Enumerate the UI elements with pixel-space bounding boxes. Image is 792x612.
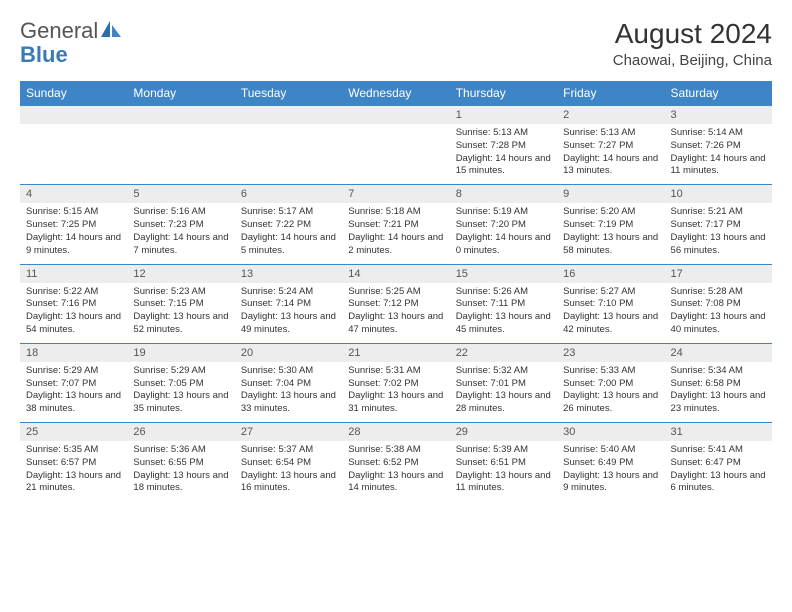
week-3-nums: 18Sunrise: 5:29 AMSunset: 7:07 PMDayligh…	[20, 343, 772, 422]
day-body	[127, 124, 234, 182]
week-4-nums: 25Sunrise: 5:35 AMSunset: 6:57 PMDayligh…	[20, 423, 772, 502]
calendar-body: 1Sunrise: 5:13 AMSunset: 7:28 PMDaylight…	[20, 106, 772, 502]
calendar-page: General August 2024 Chaowai, Beijing, Ch…	[0, 0, 792, 501]
day-body: Sunrise: 5:18 AMSunset: 7:21 PMDaylight:…	[342, 203, 449, 263]
day-number: 26	[127, 423, 234, 441]
page-header: General August 2024 Chaowai, Beijing, Ch…	[20, 18, 772, 69]
day-body: Sunrise: 5:31 AMSunset: 7:02 PMDaylight:…	[342, 362, 449, 422]
day-number	[20, 106, 127, 124]
day-number: 9	[557, 185, 664, 203]
day-number: 16	[557, 265, 664, 283]
day-body: Sunrise: 5:30 AMSunset: 7:04 PMDaylight:…	[235, 362, 342, 422]
day-body	[235, 124, 342, 182]
day-number: 20	[235, 344, 342, 362]
day-number: 6	[235, 185, 342, 203]
day-header-sunday: Sunday	[20, 81, 127, 106]
day-number: 25	[20, 423, 127, 441]
day-number: 22	[450, 344, 557, 362]
day-body: Sunrise: 5:28 AMSunset: 7:08 PMDaylight:…	[665, 283, 772, 343]
day-body: Sunrise: 5:27 AMSunset: 7:10 PMDaylight:…	[557, 283, 664, 343]
day-header-tuesday: Tuesday	[235, 81, 342, 106]
day-body: Sunrise: 5:34 AMSunset: 6:58 PMDaylight:…	[665, 362, 772, 422]
day-number: 10	[665, 185, 772, 203]
day-number: 28	[342, 423, 449, 441]
day-number: 17	[665, 265, 772, 283]
day-header-saturday: Saturday	[665, 81, 772, 106]
day-header-monday: Monday	[127, 81, 234, 106]
logo-text-a: General	[20, 18, 98, 44]
day-number: 29	[450, 423, 557, 441]
week-0-nums: 1Sunrise: 5:13 AMSunset: 7:28 PMDaylight…	[20, 106, 772, 185]
day-body: Sunrise: 5:23 AMSunset: 7:15 PMDaylight:…	[127, 283, 234, 343]
location: Chaowai, Beijing, China	[613, 52, 772, 69]
day-body: Sunrise: 5:15 AMSunset: 7:25 PMDaylight:…	[20, 203, 127, 263]
day-body: Sunrise: 5:25 AMSunset: 7:12 PMDaylight:…	[342, 283, 449, 343]
calendar-table: SundayMondayTuesdayWednesdayThursdayFrid…	[20, 81, 772, 501]
day-number: 4	[20, 185, 127, 203]
day-body: Sunrise: 5:24 AMSunset: 7:14 PMDaylight:…	[235, 283, 342, 343]
day-number	[342, 106, 449, 124]
day-body: Sunrise: 5:33 AMSunset: 7:00 PMDaylight:…	[557, 362, 664, 422]
day-number	[127, 106, 234, 124]
week-1-nums: 4Sunrise: 5:15 AMSunset: 7:25 PMDaylight…	[20, 185, 772, 264]
day-body: Sunrise: 5:40 AMSunset: 6:49 PMDaylight:…	[557, 441, 664, 501]
day-number: 27	[235, 423, 342, 441]
day-number: 1	[450, 106, 557, 124]
day-header-wednesday: Wednesday	[342, 81, 449, 106]
day-body: Sunrise: 5:38 AMSunset: 6:52 PMDaylight:…	[342, 441, 449, 501]
day-number: 7	[342, 185, 449, 203]
day-body: Sunrise: 5:13 AMSunset: 7:27 PMDaylight:…	[557, 124, 664, 184]
day-body: Sunrise: 5:16 AMSunset: 7:23 PMDaylight:…	[127, 203, 234, 263]
day-body: Sunrise: 5:35 AMSunset: 6:57 PMDaylight:…	[20, 441, 127, 501]
day-number: 3	[665, 106, 772, 124]
day-header-friday: Friday	[557, 81, 664, 106]
title-block: August 2024 Chaowai, Beijing, China	[613, 18, 772, 69]
day-body: Sunrise: 5:41 AMSunset: 6:47 PMDaylight:…	[665, 441, 772, 501]
day-body: Sunrise: 5:32 AMSunset: 7:01 PMDaylight:…	[450, 362, 557, 422]
day-body: Sunrise: 5:26 AMSunset: 7:11 PMDaylight:…	[450, 283, 557, 343]
logo-sub: Blue	[20, 42, 68, 68]
day-body	[20, 124, 127, 182]
day-number: 14	[342, 265, 449, 283]
day-number: 15	[450, 265, 557, 283]
day-body: Sunrise: 5:29 AMSunset: 7:05 PMDaylight:…	[127, 362, 234, 422]
day-number: 2	[557, 106, 664, 124]
day-body: Sunrise: 5:20 AMSunset: 7:19 PMDaylight:…	[557, 203, 664, 263]
day-body: Sunrise: 5:22 AMSunset: 7:16 PMDaylight:…	[20, 283, 127, 343]
day-number: 5	[127, 185, 234, 203]
day-body: Sunrise: 5:19 AMSunset: 7:20 PMDaylight:…	[450, 203, 557, 263]
day-body	[342, 124, 449, 182]
day-body: Sunrise: 5:29 AMSunset: 7:07 PMDaylight:…	[20, 362, 127, 422]
logo-text-b: Blue	[20, 42, 68, 67]
day-body: Sunrise: 5:39 AMSunset: 6:51 PMDaylight:…	[450, 441, 557, 501]
day-body: Sunrise: 5:13 AMSunset: 7:28 PMDaylight:…	[450, 124, 557, 184]
sail-icon	[101, 21, 121, 37]
day-header-thursday: Thursday	[450, 81, 557, 106]
day-body: Sunrise: 5:21 AMSunset: 7:17 PMDaylight:…	[665, 203, 772, 263]
month-title: August 2024	[613, 18, 772, 50]
day-number: 19	[127, 344, 234, 362]
day-body: Sunrise: 5:36 AMSunset: 6:55 PMDaylight:…	[127, 441, 234, 501]
day-number: 18	[20, 344, 127, 362]
day-number: 24	[665, 344, 772, 362]
day-body: Sunrise: 5:37 AMSunset: 6:54 PMDaylight:…	[235, 441, 342, 501]
day-number: 13	[235, 265, 342, 283]
day-number	[235, 106, 342, 124]
day-number: 11	[20, 265, 127, 283]
day-number: 30	[557, 423, 664, 441]
day-number: 23	[557, 344, 664, 362]
day-body: Sunrise: 5:17 AMSunset: 7:22 PMDaylight:…	[235, 203, 342, 263]
day-number: 8	[450, 185, 557, 203]
day-number: 31	[665, 423, 772, 441]
logo: General	[20, 18, 123, 44]
week-2-nums: 11Sunrise: 5:22 AMSunset: 7:16 PMDayligh…	[20, 264, 772, 343]
day-body: Sunrise: 5:14 AMSunset: 7:26 PMDaylight:…	[665, 124, 772, 184]
day-header-row: SundayMondayTuesdayWednesdayThursdayFrid…	[20, 81, 772, 106]
day-number: 21	[342, 344, 449, 362]
day-number: 12	[127, 265, 234, 283]
